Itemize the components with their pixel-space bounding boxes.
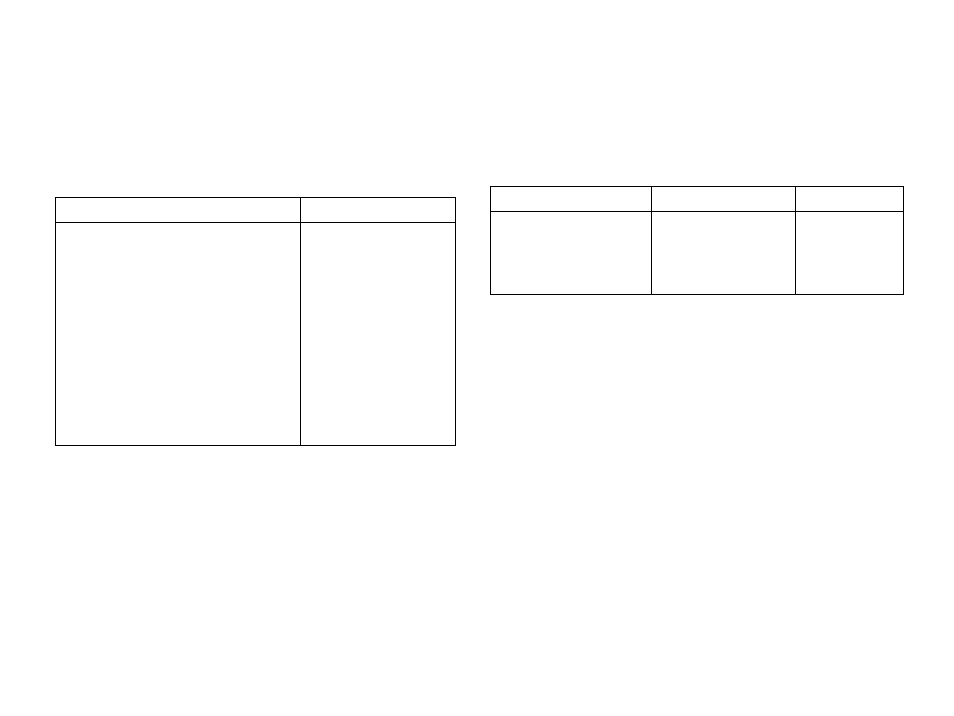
table-cell [491,212,652,295]
table-cell [56,223,301,446]
table-row [491,212,904,295]
right-table [490,186,904,295]
table-cell [301,223,456,446]
table-cell [301,198,456,223]
left-table [55,197,456,446]
table-row [56,198,456,223]
table-row [56,223,456,446]
table-cell [491,187,652,212]
table-cell [652,212,796,295]
table-row [491,187,904,212]
table-cell [796,187,904,212]
table-cell [652,187,796,212]
table-cell [56,198,301,223]
table-cell [796,212,904,295]
